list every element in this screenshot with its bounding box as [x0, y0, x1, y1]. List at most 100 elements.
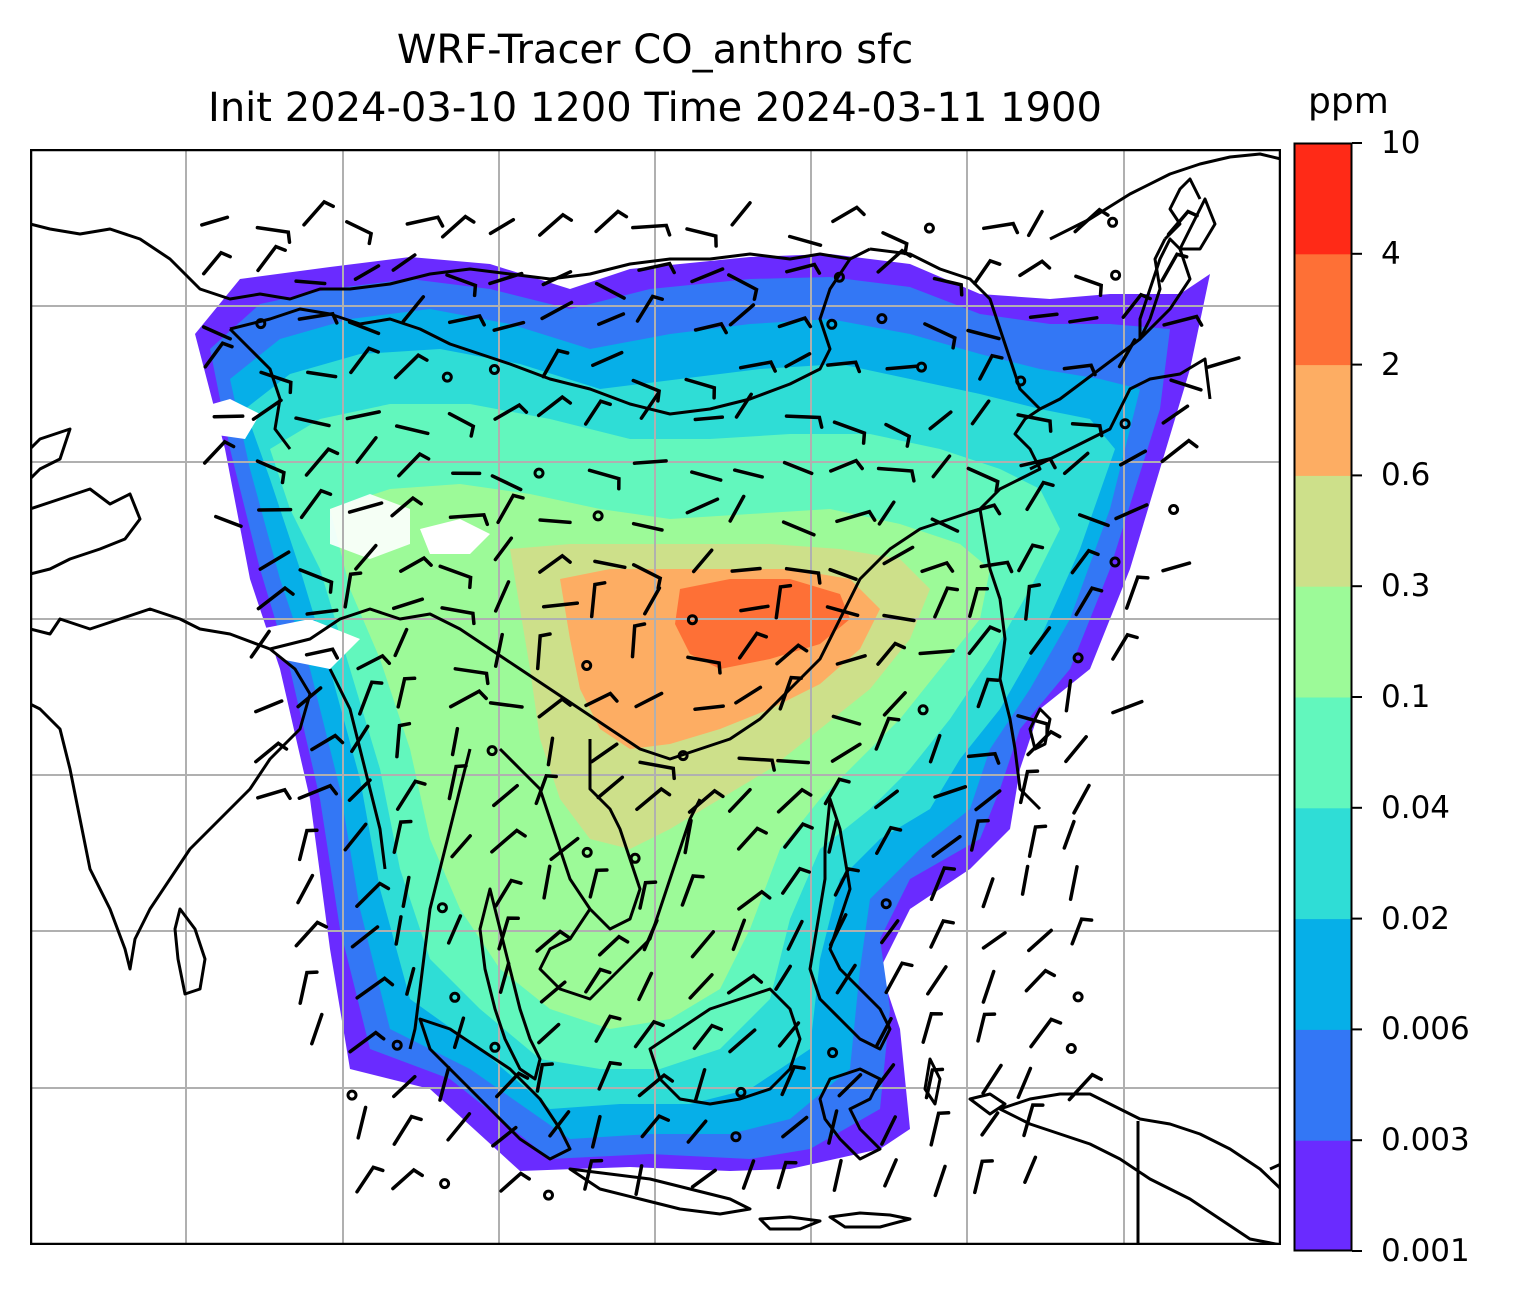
wind-barb — [693, 1068, 707, 1102]
wind-barb — [981, 877, 995, 909]
wind-barb — [587, 468, 621, 491]
wind-barb — [827, 819, 839, 854]
wind-barb — [1073, 207, 1110, 234]
wind-barb — [310, 1012, 324, 1046]
wind-barb — [929, 866, 957, 902]
wind-barb — [541, 601, 580, 609]
wind-barb — [347, 320, 381, 336]
wind-barb — [972, 258, 1002, 286]
wind-barb — [348, 1030, 386, 1054]
calm-wind-marker — [1065, 1043, 1077, 1054]
wind-barb — [445, 273, 478, 298]
wind-barb — [828, 913, 848, 947]
colorbar-tick-label: 0.1 — [1381, 679, 1431, 715]
wind-barb — [493, 580, 511, 613]
calm-wind-marker — [686, 614, 698, 626]
wind-barb — [448, 513, 490, 527]
wind-barb — [738, 360, 777, 373]
calm-wind-marker — [391, 1039, 403, 1051]
wind-barb — [535, 929, 571, 953]
wind-barb — [298, 970, 319, 1005]
map-panel — [29, 148, 1282, 1246]
wind-barb — [686, 655, 722, 675]
colorbar-tick-label: 2 — [1381, 346, 1401, 383]
wind-barb — [780, 1064, 806, 1097]
wind-barb — [355, 436, 378, 464]
calm-wind-marker — [441, 371, 453, 383]
wind-barb — [737, 756, 776, 772]
wind-barb — [833, 866, 860, 897]
wind-barb — [492, 783, 519, 808]
wind-barb — [259, 370, 293, 395]
wind-barb — [1111, 632, 1139, 661]
wind-barb — [589, 581, 607, 619]
wind-barb — [448, 689, 488, 709]
wind-barb — [637, 971, 654, 1002]
wind-barb — [540, 300, 574, 321]
colorbar-segment — [1294, 475, 1352, 587]
wind-barb — [491, 1125, 518, 1148]
wind-barb — [643, 586, 662, 616]
wind-barb — [883, 1158, 898, 1188]
wind-barb — [1160, 252, 1189, 283]
wind-barb — [548, 1110, 571, 1138]
wind-barb — [875, 825, 903, 855]
wind-barb — [539, 980, 567, 1004]
wind-barb — [538, 518, 572, 525]
wind-barb — [690, 1168, 717, 1189]
wind-barb — [686, 1119, 708, 1144]
wind-barb — [1016, 714, 1049, 736]
wind-barb — [393, 353, 429, 380]
colorbar-svg — [1293, 142, 1362, 1252]
wind-barb — [535, 632, 552, 671]
wind-barb — [685, 497, 720, 515]
wind-barb — [876, 466, 916, 483]
wind-barb — [297, 311, 339, 325]
calm-wind-marker — [917, 704, 929, 716]
wind-barb — [739, 604, 770, 613]
wind-barb — [395, 721, 412, 759]
wind-barb — [358, 680, 384, 716]
wind-barb — [392, 1114, 423, 1146]
wind-barb — [1062, 363, 1097, 377]
calm-wind-marker — [1107, 216, 1119, 228]
calm-wind-marker — [533, 467, 545, 479]
wind-barb — [296, 686, 323, 709]
wind-barb — [931, 834, 962, 858]
wind-barb — [1064, 678, 1073, 713]
wind-barb — [1017, 543, 1045, 573]
colorbar-segment — [1294, 253, 1352, 366]
wind-barb — [737, 631, 769, 660]
wind-barb — [776, 787, 813, 814]
wind-barb — [397, 451, 431, 478]
wind-barb — [637, 1072, 675, 1098]
wind-barb — [837, 1073, 863, 1098]
wind-barb — [693, 415, 725, 422]
wind-barb — [968, 587, 990, 618]
wind-barb — [691, 548, 714, 574]
wind-barb — [356, 653, 392, 671]
wind-barb — [930, 517, 960, 533]
wind-barb — [880, 919, 900, 945]
wind-barb — [391, 253, 417, 272]
calm-wind-marker — [833, 271, 845, 283]
field-band-2 — [675, 579, 850, 669]
wind-barb — [736, 826, 768, 851]
wind-barb — [350, 724, 370, 754]
wind-barb — [1025, 480, 1055, 512]
wind-barb — [727, 273, 759, 301]
wind-barb — [728, 494, 746, 523]
wind-barb — [401, 295, 426, 324]
wind-barb — [589, 742, 619, 764]
wind-barb — [882, 613, 916, 623]
calm-wind-marker — [735, 1086, 747, 1098]
wind-barb — [1118, 449, 1148, 467]
wind-barb — [632, 459, 668, 465]
colorbar-tick-label: 0.3 — [1381, 568, 1431, 605]
wind-barb — [1161, 561, 1192, 573]
colorbar-segment — [1294, 364, 1352, 476]
calm-wind-marker — [1015, 375, 1027, 387]
wind-barb — [249, 629, 271, 659]
calm-wind-marker — [581, 846, 593, 858]
colorbar-segment — [1294, 143, 1352, 255]
